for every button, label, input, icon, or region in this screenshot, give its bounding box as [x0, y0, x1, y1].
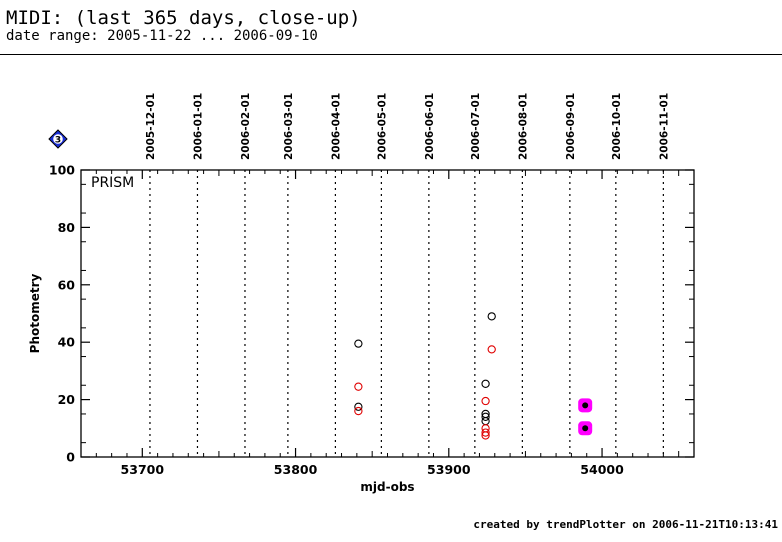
data-point — [481, 428, 490, 437]
y-tick-label: 20 — [58, 392, 76, 407]
date-tick-label: 2006-06-01 — [424, 93, 436, 160]
data-point — [354, 406, 363, 416]
date-tick-label: 2006-01-01 — [192, 93, 204, 160]
data-point — [481, 412, 490, 421]
panel-label: PRISM — [91, 175, 134, 191]
badge-number: 3 — [55, 136, 61, 146]
data-point — [354, 339, 363, 348]
data-point — [481, 379, 490, 388]
x-tick-label: 54000 — [580, 462, 624, 477]
date-tick-label: 2006-09-01 — [565, 93, 577, 160]
date-tick-label: 2005-12-01 — [145, 93, 157, 160]
date-tick-label: 2006-05-01 — [376, 93, 388, 160]
data-point — [354, 382, 363, 391]
data-point-center — [582, 402, 589, 409]
y-tick-label: 40 — [58, 335, 76, 350]
x-tick-label: 53800 — [274, 462, 318, 477]
data-point — [481, 431, 490, 440]
header-divider — [0, 54, 782, 55]
y-tick-label: 100 — [49, 163, 75, 178]
badge-center — [53, 134, 63, 144]
date-tick-label: 2006-10-01 — [611, 93, 623, 160]
title-block: MIDI: (last 365 days, close-up) date ran… — [6, 8, 361, 44]
data-point — [354, 402, 363, 411]
date-tick-label: 2006-04-01 — [330, 93, 342, 160]
plot-frame — [80, 169, 695, 458]
y-tick-label: 60 — [58, 277, 76, 292]
footer-credit: created by trendPlotter on 2006-11-21T10… — [473, 518, 778, 531]
data-point-center — [582, 425, 589, 432]
data-point — [481, 396, 490, 406]
data-point — [487, 312, 496, 321]
date-tick-label: 2006-02-01 — [240, 93, 252, 160]
date-tick-label: 2006-08-01 — [517, 93, 529, 160]
y-tick-label: 80 — [58, 220, 76, 235]
y-tick-label: 0 — [66, 450, 75, 465]
x-axis-label: mjd-obs — [360, 480, 414, 494]
date-tick-label: 2006-11-01 — [658, 93, 670, 160]
date-tick-label: 2006-03-01 — [283, 93, 295, 160]
data-point — [481, 416, 490, 426]
page-title: MIDI: (last 365 days, close-up) — [6, 7, 361, 29]
y-axis-label: Photometry — [28, 273, 42, 353]
date-range-subtitle: date range: 2005-11-22 ... 2006-09-10 — [6, 28, 318, 44]
date-tick-label: 2006-07-01 — [470, 93, 482, 160]
x-tick-label: 53900 — [427, 462, 471, 477]
data-point — [487, 345, 496, 354]
x-tick-label: 53700 — [121, 462, 165, 477]
